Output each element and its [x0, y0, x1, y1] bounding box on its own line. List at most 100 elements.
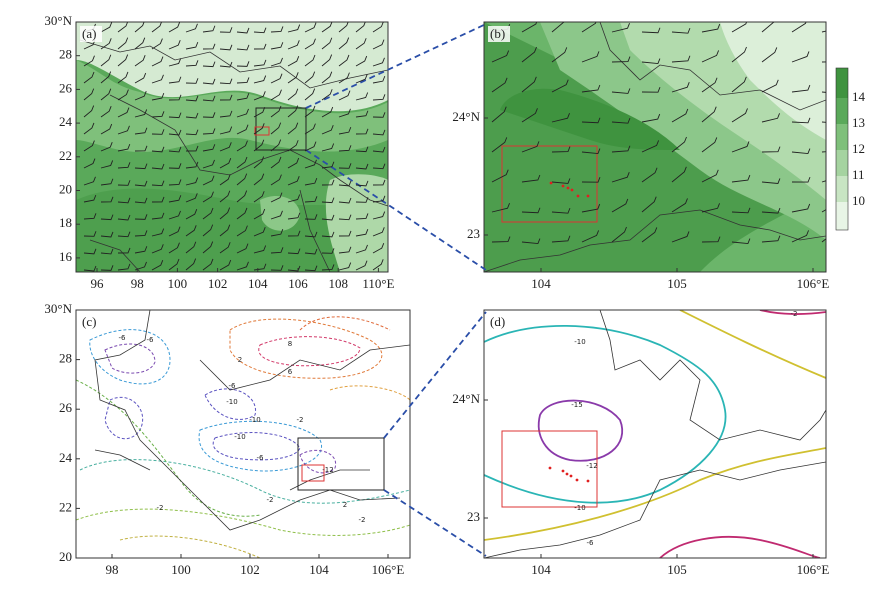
wind-barb — [355, 22, 366, 33]
wind-barb — [270, 26, 284, 33]
wind-barb — [372, 22, 384, 33]
wind-barb — [117, 37, 129, 50]
wind-barb — [100, 178, 114, 186]
wind-barb — [236, 190, 248, 203]
wind-barb — [134, 37, 146, 50]
wind-barb — [355, 55, 368, 67]
wind-barb — [253, 75, 267, 84]
wind-barb — [253, 43, 267, 50]
wind-barb — [521, 108, 538, 123]
wind-barb — [202, 191, 214, 203]
wind-barb — [151, 260, 164, 271]
wind-barb — [151, 196, 165, 203]
wind-barb — [731, 76, 747, 93]
wind-barb — [338, 126, 352, 135]
wind-barb — [355, 146, 369, 153]
wind-barb — [151, 212, 165, 220]
wind-barb — [321, 214, 335, 221]
wind-barb — [134, 180, 148, 187]
frame-b — [483, 21, 827, 273]
wind-barb — [372, 146, 386, 153]
station-dot — [549, 181, 553, 185]
wind-barb — [83, 248, 97, 255]
wind-barb — [202, 43, 216, 50]
wind-barb — [581, 203, 601, 213]
y-tick-label: 30°N — [44, 301, 72, 316]
wind-barb — [219, 110, 233, 118]
contour-label: -2 — [267, 496, 274, 504]
wind-barb — [253, 107, 266, 118]
station-dot — [566, 186, 570, 190]
wind-barb — [551, 207, 571, 214]
wind-barb — [671, 82, 690, 93]
wind-barb — [185, 258, 197, 271]
wind-barb — [168, 40, 181, 50]
y-tick-label: 22 — [59, 499, 72, 514]
wind-barb — [219, 94, 233, 101]
wind-barb — [338, 180, 352, 187]
wind-barb — [372, 227, 385, 237]
x-tick-label: 108 — [328, 276, 348, 291]
target-box — [254, 126, 270, 136]
wind-barb — [202, 175, 215, 186]
wind-barb — [117, 162, 131, 169]
wind-barb — [701, 203, 720, 213]
station-dot — [575, 478, 579, 482]
wind-barb — [338, 54, 350, 67]
wind-barb — [100, 71, 112, 84]
wind-barb — [321, 37, 333, 50]
contour-label: -12 — [586, 462, 597, 470]
wind-barb — [253, 208, 266, 220]
wind-barb — [338, 230, 352, 237]
wind-barb — [202, 258, 214, 271]
wind-barb — [270, 174, 282, 186]
wind-barb — [641, 87, 661, 93]
wind-barb — [641, 196, 657, 213]
wind-barb — [641, 167, 658, 183]
panel-label: (c) — [82, 314, 96, 329]
contour-label: -10 — [574, 504, 585, 512]
colorbar-label: 14 — [852, 89, 866, 104]
wind-barb — [151, 56, 164, 67]
wind-barb — [304, 196, 318, 203]
wind-barb — [185, 145, 199, 152]
wind-barb — [117, 231, 131, 238]
x-tick-label: 102 — [240, 562, 260, 577]
colorbar-label: 13 — [852, 115, 865, 130]
wind-barb — [117, 54, 129, 67]
shading-b — [484, 22, 826, 272]
wind-barb — [253, 245, 267, 254]
wind-barb — [731, 238, 751, 245]
contour-label: -2 — [791, 310, 798, 318]
wind-barb — [134, 246, 148, 254]
wind-barb — [219, 259, 232, 271]
wind-barb — [168, 76, 182, 84]
wind-barb — [287, 40, 300, 50]
wind-barb — [236, 44, 250, 51]
wind-barb — [270, 247, 284, 254]
wind-barb — [100, 142, 113, 152]
wind-barb — [83, 71, 95, 84]
wind-barb — [202, 241, 214, 254]
wind-barb — [321, 125, 334, 135]
colorbar-label: 11 — [852, 167, 865, 182]
wind-barb — [287, 157, 300, 169]
wind-barb — [151, 228, 165, 237]
wind-barb — [100, 88, 112, 101]
wind-barb — [355, 260, 368, 271]
wind-barb — [287, 72, 299, 84]
y-tick-label: 20 — [59, 181, 72, 196]
wind-barb — [551, 146, 571, 153]
wind-barb — [83, 176, 96, 186]
wind-barb — [185, 95, 199, 102]
wind-barb — [338, 108, 351, 118]
y-tick-label: 18 — [59, 215, 72, 230]
wind-barb — [168, 58, 182, 67]
contour-label: 2 — [238, 356, 242, 364]
wind-barb — [491, 50, 510, 63]
wind-barb — [168, 258, 180, 271]
wind-barb — [355, 244, 368, 254]
wind-barb — [551, 22, 565, 33]
wind-barbs — [491, 22, 826, 245]
wind-barb — [671, 27, 691, 34]
